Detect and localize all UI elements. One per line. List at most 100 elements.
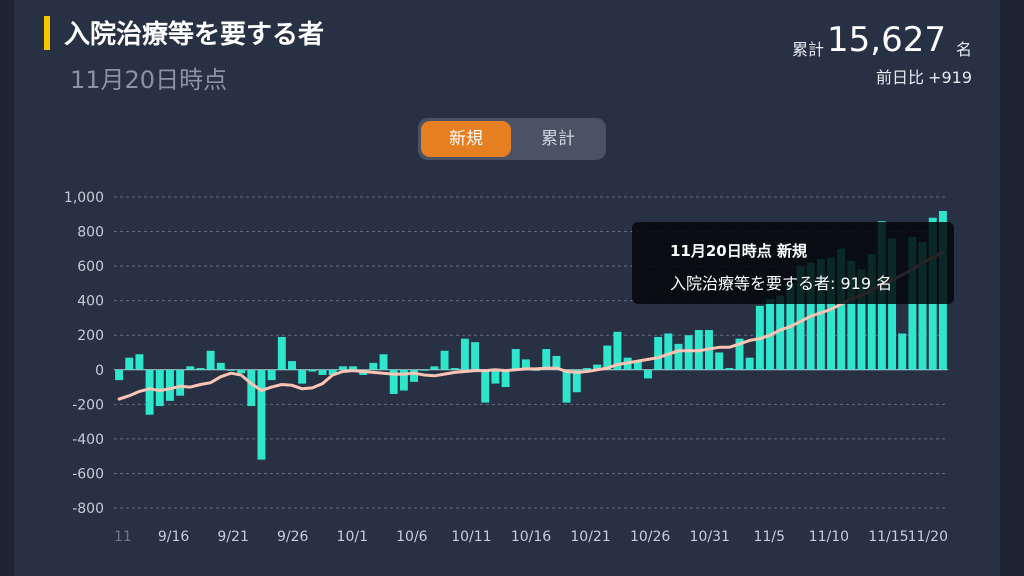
bar[interactable] <box>196 368 205 370</box>
x-tick-label: 10/11 <box>451 529 491 545</box>
bar[interactable] <box>857 269 866 370</box>
bar[interactable] <box>410 369 419 382</box>
as-of-date: 11月20日時点 <box>70 66 228 94</box>
x-tick-label: 10/1 <box>337 529 368 545</box>
bar[interactable] <box>471 342 480 370</box>
chart-tooltip: 11月20日時点 新規 入院治療等を要する者: 919 名 <box>632 222 954 304</box>
bar[interactable] <box>389 369 398 394</box>
toggle-new-button[interactable]: 新規 <box>421 121 511 157</box>
bar[interactable] <box>338 366 347 370</box>
bar[interactable] <box>816 259 825 370</box>
bar[interactable] <box>328 369 337 375</box>
bar[interactable] <box>399 369 408 391</box>
bar[interactable] <box>226 369 235 371</box>
y-tick-label: -200 <box>72 397 104 413</box>
bar[interactable] <box>277 336 286 370</box>
x-axis-labels: 11 9/16 9/21 9/26 10/1 10/6 10/11 10/16 10/21 10/… <box>114 529 948 545</box>
bar[interactable] <box>593 364 602 370</box>
bar[interactable] <box>664 333 673 370</box>
bar[interactable] <box>125 357 134 370</box>
bar[interactable] <box>288 361 296 370</box>
x-tick-label: 10/6 <box>396 529 428 545</box>
y-tick-label: -800 <box>72 501 104 517</box>
bar[interactable] <box>267 369 276 381</box>
bar[interactable] <box>247 369 256 407</box>
bar[interactable] <box>776 295 785 370</box>
tooltip-title: 11月20日時点 新規 <box>670 242 807 260</box>
bar[interactable] <box>369 362 378 370</box>
bar[interactable] <box>613 331 622 370</box>
y-tick-label: 200 <box>77 328 104 344</box>
bar[interactable] <box>440 350 449 370</box>
bar[interactable] <box>888 238 897 370</box>
y-tick-label: 0 <box>95 363 104 379</box>
bar[interactable] <box>349 366 357 370</box>
bar[interactable] <box>511 349 520 370</box>
bar[interactable] <box>206 350 215 370</box>
bar[interactable] <box>796 266 805 370</box>
bar[interactable] <box>715 352 724 370</box>
mode-toggle: 新規 累計 <box>418 118 606 160</box>
bar[interactable] <box>257 369 266 460</box>
bar[interactable] <box>145 369 154 415</box>
bar[interactable] <box>115 369 124 381</box>
bar[interactable] <box>898 333 907 370</box>
total-value: 15,627 <box>827 20 946 60</box>
bar[interactable] <box>165 369 174 401</box>
bar[interactable] <box>918 241 927 370</box>
total-unit: 名 <box>955 40 972 59</box>
bar[interactable] <box>725 368 734 370</box>
bar[interactable] <box>491 369 500 384</box>
bar[interactable] <box>572 369 581 393</box>
y-tick-label: -400 <box>72 432 104 448</box>
bar[interactable] <box>654 336 663 370</box>
bar[interactable] <box>867 254 876 370</box>
bar[interactable] <box>481 369 490 403</box>
bar[interactable] <box>237 369 246 374</box>
bar[interactable] <box>501 369 510 388</box>
bar[interactable] <box>684 335 693 370</box>
bar[interactable] <box>745 357 754 370</box>
bar[interactable] <box>186 366 195 370</box>
bar[interactable] <box>643 369 652 379</box>
bar[interactable] <box>552 355 561 370</box>
bar[interactable] <box>135 354 144 370</box>
bar[interactable] <box>827 257 836 370</box>
x-tick-label: 9/16 <box>158 529 190 545</box>
bar[interactable] <box>562 369 571 403</box>
x-tick-label: 10/16 <box>511 529 551 545</box>
bar[interactable] <box>450 368 459 370</box>
diff-label: 前日比 <box>876 68 925 87</box>
bar[interactable] <box>674 343 683 370</box>
x-tick-label: 10/21 <box>570 529 610 545</box>
x-tick-label: 10/26 <box>630 529 670 545</box>
bar[interactable] <box>542 349 551 370</box>
page-title: 入院治療等を要する者 <box>64 20 325 50</box>
y-tick-label: 1,000 <box>64 190 104 206</box>
day-over-day: 前日比 +919 <box>872 64 972 88</box>
toggle-cumulative-button[interactable]: 累計 <box>541 129 575 149</box>
bar[interactable] <box>837 248 846 370</box>
total-label: 累計 <box>791 40 824 59</box>
bar[interactable] <box>735 338 744 370</box>
bar[interactable] <box>420 369 429 371</box>
bar[interactable] <box>298 369 307 384</box>
bar[interactable] <box>633 361 642 370</box>
x-tick-label: 11/5 <box>754 529 785 545</box>
bar[interactable] <box>460 338 469 370</box>
bar[interactable] <box>176 369 185 396</box>
bar[interactable] <box>379 354 388 370</box>
x-tick-label: 9/26 <box>277 529 309 545</box>
bar[interactable] <box>308 369 317 372</box>
bar[interactable] <box>582 368 591 370</box>
bar[interactable] <box>318 369 327 375</box>
bar[interactable] <box>155 369 164 407</box>
bar[interactable] <box>521 359 530 370</box>
bar[interactable] <box>603 345 612 370</box>
tooltip-value: 入院治療等を要する者: 919 名 <box>670 274 893 293</box>
x-tick-label: 11/10 <box>809 529 849 545</box>
bar[interactable] <box>847 260 856 370</box>
y-tick-label: 400 <box>77 294 104 310</box>
bar[interactable] <box>216 362 225 370</box>
bar[interactable] <box>430 366 439 370</box>
